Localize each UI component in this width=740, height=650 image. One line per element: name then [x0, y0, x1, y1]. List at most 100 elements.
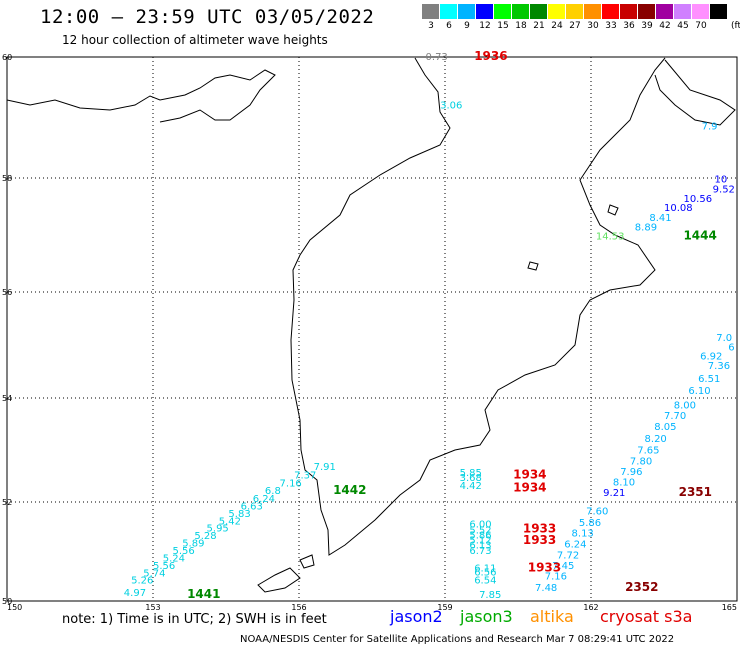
wave-height-reading: 6.54 [474, 576, 496, 587]
wave-height-reading: 6.11 [474, 563, 496, 574]
legend-label: 45 [677, 21, 689, 31]
legend-label: 3 [428, 21, 434, 31]
latitude-label: 58 [2, 174, 12, 183]
wave-height-reading: 5.89 [182, 539, 204, 550]
wave-height-reading: 9.52 [713, 184, 735, 195]
legend-label: 24 [551, 21, 563, 31]
wave-height-reading: 6.24 [564, 540, 586, 551]
legend-label: 6 [446, 21, 452, 31]
wave-height-reading: 6.73 [469, 546, 491, 557]
coastline [6, 57, 736, 593]
wave-height-reading: 7.37 [294, 471, 316, 482]
latitude-label: 60 [2, 53, 12, 62]
wave-height-reading: 7.45 [552, 561, 574, 572]
legend-item: 39 [638, 4, 656, 31]
wave-height-reading: 8.10 [613, 477, 635, 488]
wave-height-reading: 5.95 [207, 524, 229, 535]
wave-height-reading: 5.83 [228, 509, 250, 520]
legend-swatch [656, 4, 674, 19]
latitude-label: 50 [2, 597, 12, 606]
wave-height-reading: 5.24 [163, 553, 185, 564]
pass-time-label: 1934 [513, 481, 546, 495]
wave-height-reading: 6.10 [688, 386, 710, 397]
wave-height-reading: 7.80 [630, 457, 652, 468]
pass-time-label: 2352 [625, 580, 658, 594]
legend-label: 18 [515, 21, 527, 31]
pass-time-label: 1441 [187, 587, 220, 601]
legend-swatch [638, 4, 656, 19]
longitude-label: 162 [583, 603, 598, 612]
legend-item: 27 [566, 4, 584, 31]
map-subtitle: 12 hour collection of altimeter wave hei… [62, 33, 328, 47]
wave-height-reading: 8.89 [635, 222, 657, 233]
legend-swatch [440, 4, 458, 19]
legend-label: 9 [464, 21, 470, 31]
legend-swatch [584, 4, 602, 19]
pass-time-label: 1933 [523, 533, 556, 547]
legend-label: 42 [659, 21, 671, 31]
wave-height-reading: 7.72 [557, 550, 579, 561]
legend-swatch [692, 4, 710, 19]
wave-height-reading: 7.0 [716, 333, 732, 344]
legend-label: 36 [623, 21, 635, 31]
kamchatka-coastline [290, 57, 666, 556]
wave-height-reading: 10 [715, 175, 728, 186]
wave-height-reading: 6 [728, 342, 734, 353]
wave-height-reading: 7.85 [479, 590, 501, 601]
wave-height-reading: 6.24 [253, 494, 275, 505]
kuril-island [257, 567, 301, 593]
legend-item: 6 [440, 4, 458, 31]
wave-height-reading: 7.48 [535, 583, 557, 594]
pass-time-label: 1933 [523, 522, 556, 536]
pass-time-label: 1936 [474, 49, 507, 63]
legend-item [710, 4, 728, 31]
longitude-label: 150 [7, 603, 22, 612]
legend-swatch [422, 4, 440, 19]
wave-height-reading: 8.00 [674, 400, 696, 411]
legend-item: 33 [602, 4, 620, 31]
legend-label: 12 [479, 21, 491, 31]
wave-height-reading: 3.68 [460, 473, 482, 484]
wave-height-reading: 6.8 [265, 486, 281, 497]
legend-label: 33 [605, 21, 617, 31]
legend-item: 30 [584, 4, 602, 31]
wave-height-reading: 6.13 [469, 541, 491, 552]
legend-label: 27 [569, 21, 581, 31]
legend-item: 45 [674, 4, 692, 31]
pass-time-label: 1444 [683, 229, 716, 243]
latitude-label: 52 [2, 498, 12, 507]
legend-label: 39 [641, 21, 653, 31]
legend-swatch [476, 4, 494, 19]
legend-label: 70 [695, 21, 707, 31]
satellite-name: jason3 [460, 607, 513, 626]
legend-item: 18 [512, 4, 530, 31]
wave-height-reading: 5.12 [469, 536, 491, 547]
legend-swatch [548, 4, 566, 19]
map-frame [6, 56, 738, 602]
karaginsky-coastline [654, 59, 736, 126]
wave-height-reading: 5.85 [460, 468, 482, 479]
legend-item: 15 [494, 4, 512, 31]
wave-height-reading: 5.56 [153, 561, 175, 572]
legend-swatch [530, 4, 548, 19]
latitude-label: 54 [2, 394, 12, 403]
wave-height-reading: 10.56 [683, 194, 712, 205]
wave-height-reading: 14.53 [596, 232, 625, 243]
legend-item: 21 [530, 4, 548, 31]
wave-height-reading: 6.51 [698, 374, 720, 385]
legend-unit: (ft) [731, 21, 740, 31]
wave-height-reading: 0.73 [426, 52, 448, 63]
legend-label: 15 [497, 21, 509, 31]
longitude-label: 159 [437, 603, 452, 612]
wave-height-reading: 7.70 [664, 411, 686, 422]
wave-height-reading: 4.42 [460, 481, 482, 492]
legend-swatch [566, 4, 584, 19]
satellite-name: cryosat s3a [600, 607, 693, 626]
legend-swatch [458, 4, 476, 19]
wave-height-reading: 8.05 [654, 422, 676, 433]
wave-height-reading: 8.20 [645, 434, 667, 445]
wave-height-reading: 8.13 [572, 529, 594, 540]
wave-height-reading: 8.41 [649, 213, 671, 224]
